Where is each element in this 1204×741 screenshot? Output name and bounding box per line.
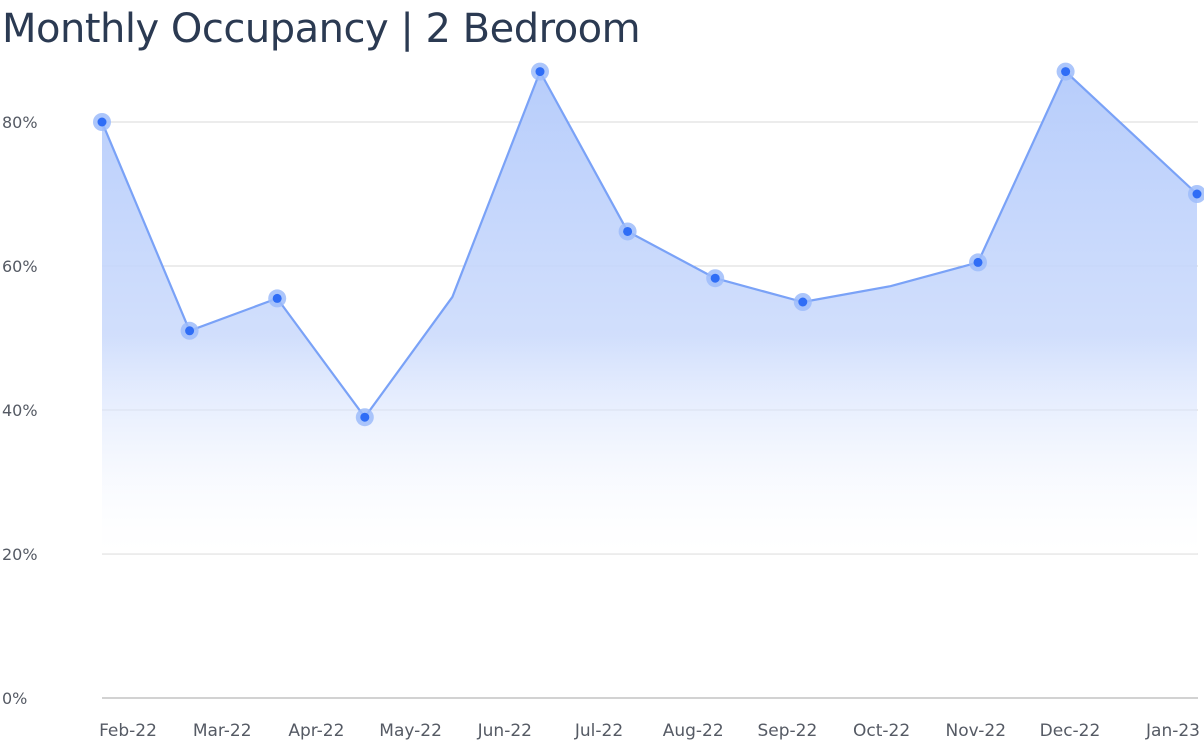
y-tick-label-40: 40%	[2, 401, 38, 420]
data-point-0	[93, 113, 111, 131]
data-point-core	[623, 226, 633, 236]
data-point-12	[1188, 185, 1204, 203]
y-tick-label-80: 80%	[2, 113, 38, 132]
x-tick-label-nov-22: Nov-22	[946, 721, 1007, 741]
y-axis-ticks: 0% 20% 40% 60% 80%	[2, 113, 38, 708]
data-point-11	[1056, 62, 1075, 81]
data-point-6	[618, 222, 637, 241]
occupancy-area	[102, 71, 1197, 554]
data-point-core	[535, 67, 545, 77]
chart-title: Monthly Occupancy | 2 Bedroom	[2, 6, 641, 52]
data-point-core	[1061, 67, 1071, 77]
data-point-core	[973, 257, 983, 267]
data-point-core	[97, 117, 107, 127]
data-point-core	[798, 297, 808, 307]
data-point-core	[360, 412, 370, 422]
data-point-1	[180, 321, 199, 340]
data-point-8	[793, 293, 812, 311]
y-tick-label-20: 20%	[2, 545, 38, 564]
data-point-10	[969, 253, 987, 272]
y-tick-label-60: 60%	[2, 257, 38, 276]
y-tick-label-0: 0%	[2, 689, 27, 708]
data-markers	[93, 62, 1204, 427]
x-axis-ticks: Feb-22 Mar-22 Apr-22 May-22 Jun-22 Jul-22 Aug-…	[99, 721, 1200, 741]
x-tick-label-oct-22: Oct-22	[853, 721, 910, 741]
x-tick-label-jun-22: Jun-22	[477, 721, 532, 741]
data-point-2	[268, 289, 287, 308]
data-point-3	[355, 408, 374, 427]
x-tick-label-may-22: May-22	[379, 721, 442, 741]
data-point-core	[272, 293, 282, 303]
x-tick-label-jan-23: Jan-23	[1145, 721, 1200, 741]
x-tick-label-sep-22: Sep-22	[757, 721, 817, 741]
x-tick-label-aug-22: Aug-22	[663, 721, 724, 741]
data-point-core	[710, 273, 720, 283]
data-point-7	[706, 269, 725, 288]
x-tick-label-dec-22: Dec-22	[1040, 721, 1101, 741]
data-point-core	[1192, 189, 1202, 199]
x-tick-label-apr-22: Apr-22	[288, 721, 344, 741]
x-tick-label-mar-22: Mar-22	[193, 721, 252, 741]
data-point-core	[185, 326, 195, 336]
x-tick-label-feb-22: Feb-22	[99, 721, 157, 741]
data-point-5	[531, 62, 549, 81]
x-tick-label-jul-22: Jul-22	[574, 721, 623, 741]
